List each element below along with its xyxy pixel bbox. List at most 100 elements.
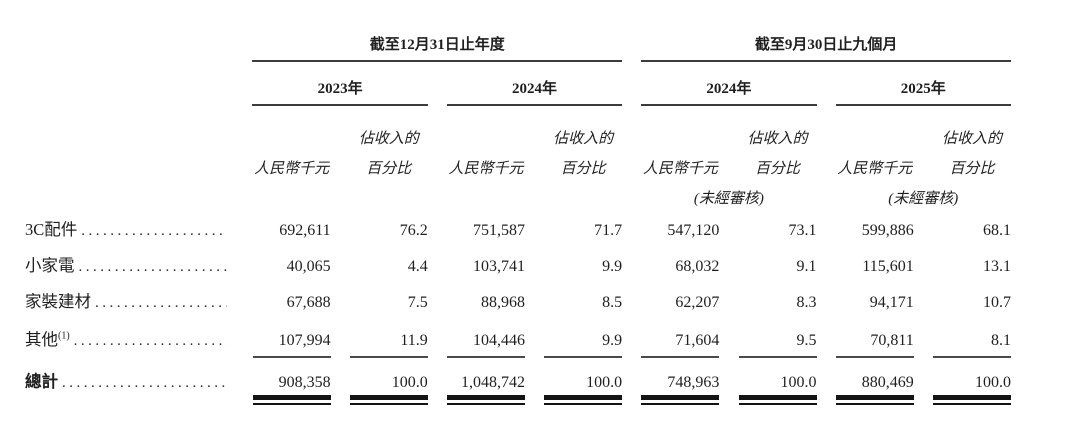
table-row-home-improvement: 家裝建材 67,688 7.5 88,968 8.5 62,207 8.3 94… <box>25 284 1011 320</box>
period-group-row: 截至12月31日止年度 截至9月30日止九個月 <box>25 24 1011 62</box>
label-column-spacer <box>25 180 233 212</box>
cell: 62,207 <box>622 284 719 320</box>
cell-value: 8.3 <box>796 294 817 311</box>
cell-value: 9.1 <box>796 258 817 275</box>
cell: 73.1 <box>719 212 817 248</box>
cell-value: 68.1 <box>983 222 1011 239</box>
total-value: 100.0 <box>738 374 817 405</box>
percent-header: 佔收入的 百分比 <box>525 106 622 180</box>
cell: 9.9 <box>525 320 623 358</box>
year-header-row: 2023年 2024年 2024年 2025年 <box>25 62 1011 106</box>
unaudited-note-label: (未經審核) <box>693 191 764 207</box>
row-label-text: 其他 <box>25 330 58 349</box>
cell-value: 68,032 <box>675 258 720 275</box>
cell: 751,587 <box>428 212 525 248</box>
unaudited-note-2025: (未經審核) <box>817 180 1011 212</box>
percent-header: 佔收入的 百分比 <box>331 106 428 180</box>
cell: 9.9 <box>525 248 622 284</box>
row-label: 家裝建材 <box>25 292 91 311</box>
unit-header-row: 人民幣千元 佔收入的 百分比 人民幣千元 佔收入的 百分比 <box>25 106 1011 180</box>
cell-value: 94,171 <box>869 294 914 311</box>
percent-label: 佔收入的 百分比 <box>544 131 622 181</box>
row-label-cell: 小家電 <box>25 248 233 284</box>
percent-label-line1: 佔收入的 <box>747 130 808 147</box>
cell: 94,171 <box>817 284 914 320</box>
cell: 115,601 <box>817 248 913 284</box>
cell-value: 8.1 <box>933 332 1011 358</box>
row-label-cell: 家裝建材 <box>25 284 233 320</box>
period-group-ninemonth: 截至9月30日止九個月 <box>622 24 1011 62</box>
amount-unit-label: 人民幣千元 <box>642 160 718 177</box>
cell: 100.0 <box>525 358 623 405</box>
table-row-others: 其他(1) 107,994 11.9 104,446 9.9 71,604 9.… <box>25 320 1011 358</box>
total-value: 908,358 <box>252 374 331 405</box>
cell-value: 9.5 <box>738 332 817 358</box>
percent-label-line1: 佔收入的 <box>941 130 1002 147</box>
cell: 13.1 <box>914 248 1011 284</box>
dot-leader <box>95 294 227 312</box>
year-header-2024: 2024年 <box>428 62 623 106</box>
total-label: 總計 <box>25 372 58 391</box>
dot-leader <box>81 222 227 240</box>
cell: 11.9 <box>331 320 428 358</box>
cell: 71.7 <box>525 212 622 248</box>
table-row-3c-accessories: 3C配件 692,611 76.2 751,587 71.7 547,120 7… <box>25 212 1011 248</box>
row-label-cell: 其他(1) <box>25 320 233 358</box>
cell-value: 67,688 <box>286 294 331 311</box>
total-value: 880,469 <box>835 374 914 405</box>
year-label: 2024年 <box>641 77 817 106</box>
cell: 599,886 <box>817 212 914 248</box>
row-label-cell: 3C配件 <box>25 212 233 248</box>
cell: 100.0 <box>914 358 1011 405</box>
footnote-marker: (1) <box>58 330 70 342</box>
note-spacer <box>428 180 622 212</box>
cell-value: 11.9 <box>349 332 428 358</box>
year-label: 2025年 <box>835 77 1011 106</box>
dot-leader <box>79 258 228 276</box>
cell: 107,994 <box>233 320 331 358</box>
cell-value: 13.1 <box>983 258 1011 275</box>
year-label: 2023年 <box>252 77 428 106</box>
percent-label-line2: 百分比 <box>560 160 606 177</box>
amount-unit-header: 人民幣千元 <box>817 106 914 180</box>
cell: 9.5 <box>719 320 817 358</box>
cell-value: 104,446 <box>446 332 525 358</box>
cell: 68.1 <box>914 212 1011 248</box>
revenue-breakdown-table: 截至12月31日止年度 截至9月30日止九個月 2023年 2024年 2024… <box>25 24 1011 405</box>
dot-leader <box>74 332 228 350</box>
total-value: 748,963 <box>641 374 720 405</box>
percent-label: 佔收入的 百分比 <box>933 131 1011 181</box>
percent-label-line2: 百分比 <box>366 160 412 177</box>
cell-value: 547,120 <box>667 222 720 239</box>
total-value: 100.0 <box>544 374 623 405</box>
row-label: 其他(1) <box>25 326 70 350</box>
cell: 40,065 <box>233 248 331 284</box>
unaudited-note-2024: (未經審核) <box>622 180 816 212</box>
cell: 103,741 <box>428 248 525 284</box>
amount-unit-header: 人民幣千元 <box>233 106 330 180</box>
amount-unit-label: 人民幣千元 <box>448 160 524 177</box>
cell-value: 7.5 <box>407 294 428 311</box>
row-label-wrap: 小家電 <box>25 252 233 284</box>
total-value: 1,048,742 <box>446 374 525 405</box>
row-label-cell: 總計 <box>25 358 233 400</box>
cell-value: 599,886 <box>861 222 914 239</box>
cell: 68,032 <box>622 248 719 284</box>
cell: 547,120 <box>622 212 719 248</box>
cell: 908,358 <box>233 358 331 405</box>
cell-value: 71.7 <box>594 222 623 239</box>
amount-unit-label: 人民幣千元 <box>837 160 913 177</box>
cell: 8.3 <box>719 284 817 320</box>
year-label: 2024年 <box>446 77 623 106</box>
cell: 70,811 <box>817 320 914 358</box>
period-group-ninemonth-label: 截至9月30日止九個月 <box>641 33 1011 62</box>
cell-value: 9.9 <box>602 258 623 275</box>
cell-value: 71,604 <box>641 332 720 358</box>
row-label-wrap: 家裝建材 <box>25 288 233 320</box>
amount-unit-header: 人民幣千元 <box>428 106 525 180</box>
cell: 1,048,742 <box>428 358 525 405</box>
cell: 4.4 <box>331 248 428 284</box>
row-label: 3C配件 <box>25 220 78 239</box>
percent-label-line1: 佔收入的 <box>553 130 614 147</box>
cell-value: 40,065 <box>286 258 331 275</box>
